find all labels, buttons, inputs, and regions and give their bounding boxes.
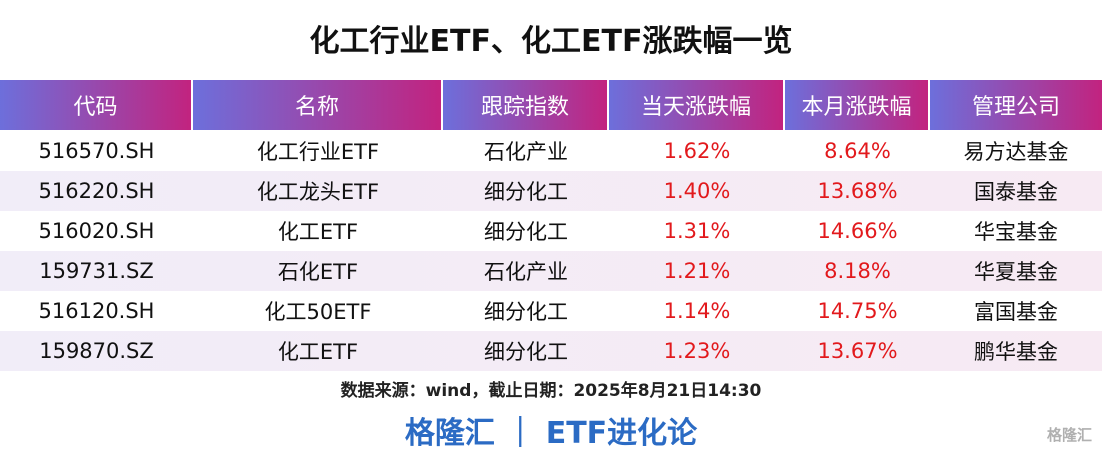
table-cell: 1.23% xyxy=(663,339,731,363)
table-cell: 石化ETF xyxy=(277,260,359,284)
header-row: 代码 名称 跟踪指数 当天涨跌幅 本月涨跌幅 管理公司 xyxy=(0,80,1102,130)
table-row: 516570.SH 化工行业ETF 石化产业 1.62% 8.64% 易方达基金 xyxy=(0,131,1102,171)
table-cell: 细分化工 xyxy=(484,300,568,324)
table-cell: 细分化工 xyxy=(484,340,568,364)
table-cell: 化工行业ETF xyxy=(256,140,380,164)
table-row: 516120.SH 化工50ETF 细分化工 1.14% 14.75% 富国基金 xyxy=(0,291,1102,331)
table-cell: 8.18% xyxy=(824,259,891,283)
table-cell: 富国基金 xyxy=(974,300,1058,324)
table-cell: 化工ETF xyxy=(277,220,359,244)
table-cell: 化工龙头ETF xyxy=(256,180,380,204)
header-cell: 名称 xyxy=(193,80,443,130)
header-cell: 当天涨跌幅 xyxy=(609,80,785,130)
table-cell: 1.31% xyxy=(663,219,731,243)
table-cell: 159870.SZ xyxy=(39,339,154,363)
table-cell: 14.66% xyxy=(817,219,898,243)
table-row: 159870.SZ 化工ETF 细分化工 1.23% 13.67% 鹏华基金 xyxy=(0,331,1102,371)
header-cell: 代码 xyxy=(0,80,193,130)
table-cell: 鹏华基金 xyxy=(974,340,1058,364)
table-cell: 159731.SZ xyxy=(39,259,154,283)
table-cell: 华宝基金 xyxy=(974,220,1058,244)
table-cell: 516570.SH xyxy=(38,139,155,163)
brand: 格隆汇 ｜ ETF进化论 xyxy=(404,416,698,451)
table-row: 516020.SH 化工ETF 细分化工 1.31% 14.66% 华宝基金 xyxy=(0,211,1102,251)
source-note: 数据来源：wind，截止日期：2025年8月21日14:30 xyxy=(340,381,762,401)
table-cell: 细分化工 xyxy=(484,180,568,204)
watermark: 格隆汇 xyxy=(1046,426,1092,444)
table-row: 159731.SZ 石化ETF 石化产业 1.21% 8.18% 华夏基金 xyxy=(0,251,1102,291)
table-cell: 石化产业 xyxy=(484,260,568,284)
header-cell: 管理公司 xyxy=(930,80,1102,130)
table: 代码 名称 跟踪指数 当天涨跌幅 本月涨跌幅 管理公司 516570.SH 化工行业ETF 石化… xyxy=(0,80,1102,371)
table-cell: 化工ETF xyxy=(277,340,359,364)
table-cell: 1.62% xyxy=(663,139,731,163)
table-cell: 国泰基金 xyxy=(974,180,1058,204)
table-cell: 易方达基金 xyxy=(963,140,1069,164)
table-row: 516220.SH 化工龙头ETF 细分化工 1.40% 13.68% 国泰基金 xyxy=(0,171,1102,211)
title: 化工行业ETF、化工ETF涨跌幅一览 xyxy=(309,24,793,59)
table-cell: 14.75% xyxy=(817,299,898,323)
table-cell: 石化产业 xyxy=(484,140,568,164)
table-cell: 1.14% xyxy=(663,299,731,323)
table-cell: 1.21% xyxy=(663,259,731,283)
table-cell: 化工50ETF xyxy=(264,300,372,324)
table-cell: 华夏基金 xyxy=(974,260,1058,284)
table-cell: 13.67% xyxy=(817,339,898,363)
table-cell: 516120.SH xyxy=(38,299,155,323)
table-cell: 1.40% xyxy=(663,179,731,203)
table-cell: 516020.SH xyxy=(38,219,155,243)
table-cell: 8.64% xyxy=(824,139,891,163)
table-cell: 516220.SH xyxy=(38,179,155,203)
table-cell: 13.68% xyxy=(817,179,898,203)
table-cell: 细分化工 xyxy=(484,220,568,244)
header-cell: 本月涨跌幅 xyxy=(785,80,930,130)
header-cell: 跟踪指数 xyxy=(443,80,609,130)
